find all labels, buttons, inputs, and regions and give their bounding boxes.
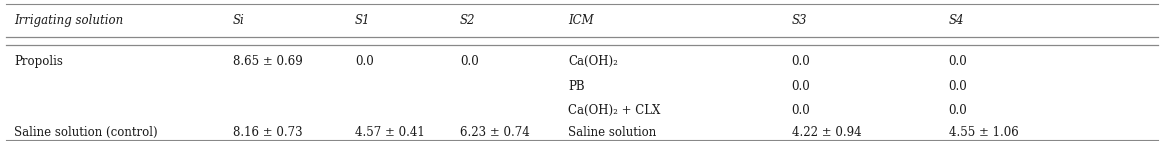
Text: Propolis: Propolis — [14, 55, 63, 68]
Text: Irrigating solution: Irrigating solution — [14, 14, 123, 27]
Text: 0.0: 0.0 — [460, 55, 478, 68]
Text: S1: S1 — [355, 14, 370, 27]
Text: 0.0: 0.0 — [949, 55, 967, 68]
Text: 4.22 ± 0.94: 4.22 ± 0.94 — [792, 126, 861, 139]
Text: 4.57 ± 0.41: 4.57 ± 0.41 — [355, 126, 425, 139]
Text: 8.65 ± 0.69: 8.65 ± 0.69 — [233, 55, 303, 68]
Text: 6.23 ± 0.74: 6.23 ± 0.74 — [460, 126, 530, 139]
Text: S2: S2 — [460, 14, 475, 27]
Text: 0.0: 0.0 — [949, 104, 967, 117]
Text: 0.0: 0.0 — [949, 80, 967, 93]
Text: 0.0: 0.0 — [792, 80, 810, 93]
Text: PB: PB — [568, 80, 584, 93]
Text: Ca(OH)₂: Ca(OH)₂ — [568, 55, 618, 68]
Text: 0.0: 0.0 — [792, 104, 810, 117]
Text: S4: S4 — [949, 14, 964, 27]
Text: 8.16 ± 0.73: 8.16 ± 0.73 — [233, 126, 303, 139]
Text: 4.55 ± 1.06: 4.55 ± 1.06 — [949, 126, 1018, 139]
Text: 0.0: 0.0 — [792, 55, 810, 68]
Text: Ca(OH)₂ + CLX: Ca(OH)₂ + CLX — [568, 104, 660, 117]
Text: Si: Si — [233, 14, 244, 27]
Text: Saline solution (control): Saline solution (control) — [14, 126, 157, 139]
Text: S3: S3 — [792, 14, 807, 27]
Text: 0.0: 0.0 — [355, 55, 374, 68]
Text: Saline solution: Saline solution — [568, 126, 656, 139]
Text: ICM: ICM — [568, 14, 594, 27]
